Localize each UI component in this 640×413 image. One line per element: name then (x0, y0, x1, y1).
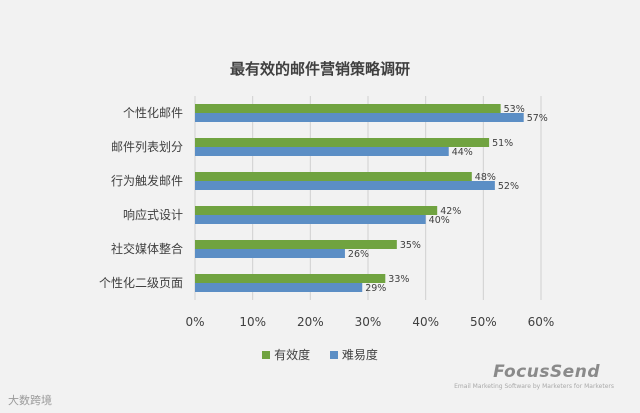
bar-difficulty (195, 113, 524, 122)
bar-effectiveness (195, 138, 490, 147)
data-label-difficulty: 29% (365, 283, 386, 294)
data-label-difficulty: 26% (348, 249, 369, 260)
data-label-effectiveness: 42% (440, 206, 461, 217)
data-label-difficulty: 44% (452, 147, 473, 158)
bar-difficulty (195, 181, 495, 190)
data-label-difficulty: 40% (429, 215, 450, 226)
bar-difficulty (195, 249, 345, 258)
x-tick-label: 0% (185, 315, 204, 329)
bar-effectiveness (195, 240, 397, 249)
data-label-effectiveness: 48% (475, 172, 496, 183)
category-label: 邮件列表划分 (111, 140, 183, 154)
chart-legend: 有效度 难易度 (0, 346, 640, 363)
bar-difficulty (195, 215, 426, 224)
legend-item-effectiveness: 有效度 (262, 346, 310, 363)
brand-logo: FocusSend (493, 362, 600, 382)
category-label: 社交媒体整合 (111, 241, 183, 256)
data-label-effectiveness: 51% (492, 138, 513, 149)
chart-title: 最有效的邮件营销策略调研 (229, 60, 410, 78)
x-tick-label: 50% (470, 315, 497, 329)
x-tick-label: 20% (297, 315, 324, 329)
bar-effectiveness (195, 206, 438, 215)
bar-effectiveness (195, 104, 501, 113)
category-label: 个性化二级页面 (99, 276, 183, 290)
bar-effectiveness (195, 274, 386, 283)
data-label-difficulty: 52% (498, 181, 519, 192)
legend-swatch-difficulty (329, 350, 338, 359)
x-tick-label: 40% (412, 315, 439, 329)
x-tick-label: 30% (355, 315, 382, 329)
legend-item-difficulty: 难易度 (329, 346, 378, 363)
legend-label-difficulty: 难易度 (341, 348, 378, 362)
bar-effectiveness (195, 172, 472, 181)
category-label: 行为触发邮件 (111, 173, 183, 188)
bar-difficulty (195, 147, 449, 156)
legend-swatch-effectiveness (262, 350, 271, 359)
x-tick-label: 60% (528, 315, 555, 329)
brand-tagline: Email Marketing Software by Marketers fo… (454, 383, 614, 390)
data-label-difficulty: 57% (527, 113, 548, 124)
data-label-effectiveness: 35% (400, 240, 421, 251)
data-label-effectiveness: 53% (504, 104, 525, 115)
category-label: 个性化邮件 (123, 106, 183, 120)
x-tick-label: 10% (239, 315, 266, 329)
data-label-effectiveness: 33% (388, 274, 409, 285)
category-label: 响应式设计 (123, 207, 183, 222)
bar-difficulty (195, 283, 363, 292)
watermark-text: 大数跨境 (8, 394, 52, 407)
legend-label-effectiveness: 有效度 (274, 348, 311, 362)
